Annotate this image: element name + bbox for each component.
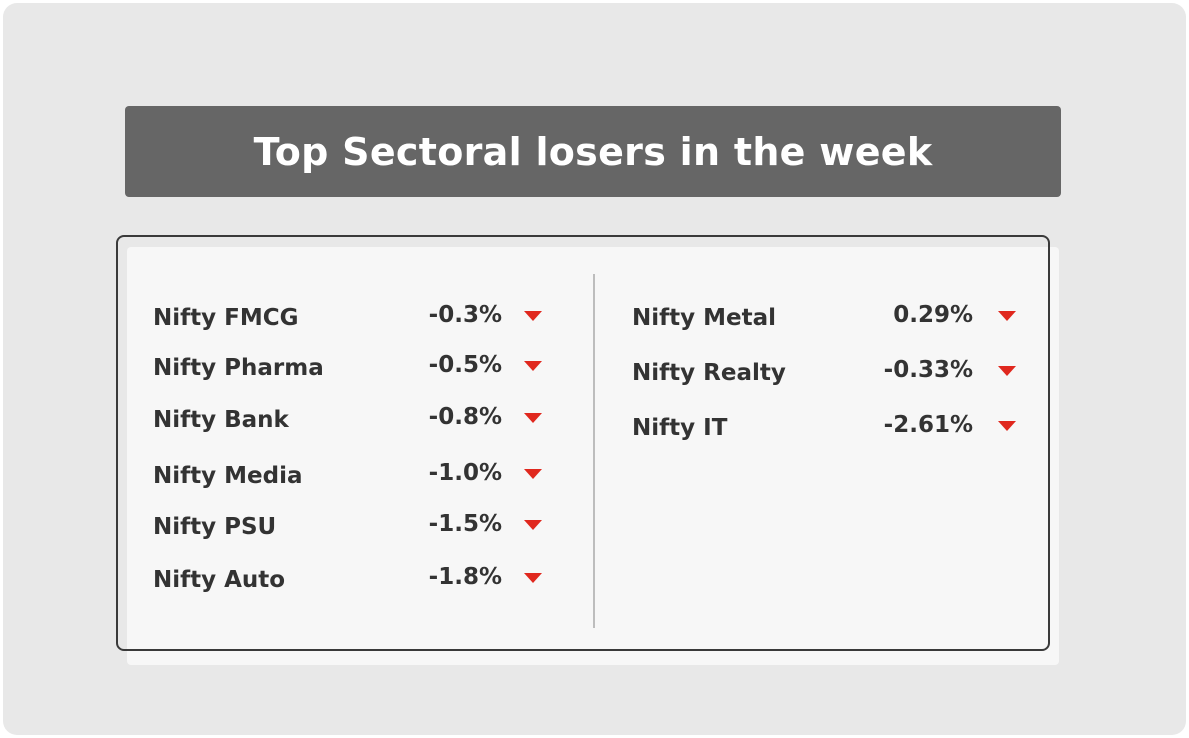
down-arrow <box>998 311 1016 321</box>
sector-name: Nifty FMCG <box>153 305 299 331</box>
title: Top Sectoral losers in the week <box>253 129 933 174</box>
title-bar: Top Sectoral losers in the week <box>125 106 1061 197</box>
sector-change: -1.8% <box>428 564 502 590</box>
down-arrow <box>524 361 542 371</box>
sector-change: -0.5% <box>428 352 502 378</box>
sector-name: Nifty Pharma <box>153 355 324 381</box>
divider <box>593 274 595 628</box>
sector-name: Nifty Auto <box>153 567 286 593</box>
sector-name: Nifty IT <box>632 415 728 441</box>
sector-change: -1.5% <box>428 511 502 537</box>
sector-change: -2.61% <box>883 412 973 438</box>
sector-change: 0.29% <box>893 302 973 328</box>
down-arrow <box>524 573 542 583</box>
down-arrow <box>998 421 1016 431</box>
sector-name: Nifty Realty <box>632 360 786 386</box>
sector-name: Nifty Bank <box>153 407 289 433</box>
down-arrow <box>524 311 542 321</box>
card <box>116 235 1050 651</box>
sector-change: -0.3% <box>428 302 502 328</box>
down-arrow <box>998 366 1016 376</box>
down-arrow <box>524 413 542 423</box>
sector-change: -0.8% <box>428 404 502 430</box>
down-arrow <box>524 469 542 479</box>
sector-name: Nifty PSU <box>153 514 277 540</box>
sector-name: Nifty Media <box>153 463 303 489</box>
down-arrow <box>524 520 542 530</box>
sector-change: -0.33% <box>883 357 973 383</box>
sector-change: -1.0% <box>428 460 502 486</box>
sector-name: Nifty Metal <box>632 305 777 331</box>
